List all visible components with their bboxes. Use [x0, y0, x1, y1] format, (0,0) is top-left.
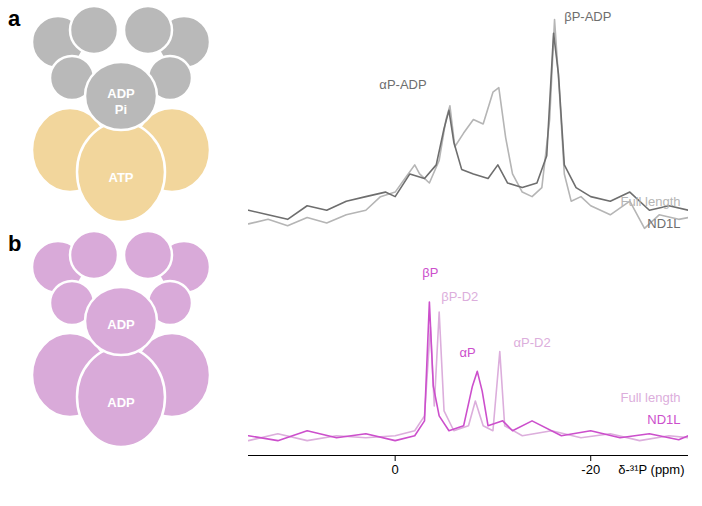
svg-text:βP-D2: βP-D2 — [441, 289, 478, 304]
svg-text:ND1L: ND1L — [647, 216, 680, 231]
svg-text:αP-D2: αP-D2 — [513, 335, 550, 350]
svg-text:ADP: ADP — [107, 317, 135, 332]
svg-text:ATP: ATP — [108, 170, 133, 185]
svg-text:Pi: Pi — [115, 102, 127, 117]
svg-text:δ-³¹P (ppm): δ-³¹P (ppm) — [618, 462, 684, 477]
svg-text:-20: -20 — [581, 462, 600, 477]
svg-text:βP-ADP: βP-ADP — [564, 9, 611, 24]
svg-text:0: 0 — [392, 462, 399, 477]
svg-text:αP: αP — [459, 345, 475, 360]
svg-text:ND1L: ND1L — [647, 412, 680, 427]
svg-text:b: b — [8, 231, 21, 256]
svg-text:ADP: ADP — [107, 395, 135, 410]
svg-text:αP-ADP: αP-ADP — [379, 77, 426, 92]
svg-text:Full length: Full length — [621, 390, 681, 405]
svg-text:ADP: ADP — [107, 86, 135, 101]
svg-text:Full length: Full length — [621, 194, 681, 209]
svg-text:βP: βP — [422, 265, 438, 280]
svg-text:a: a — [8, 6, 21, 31]
